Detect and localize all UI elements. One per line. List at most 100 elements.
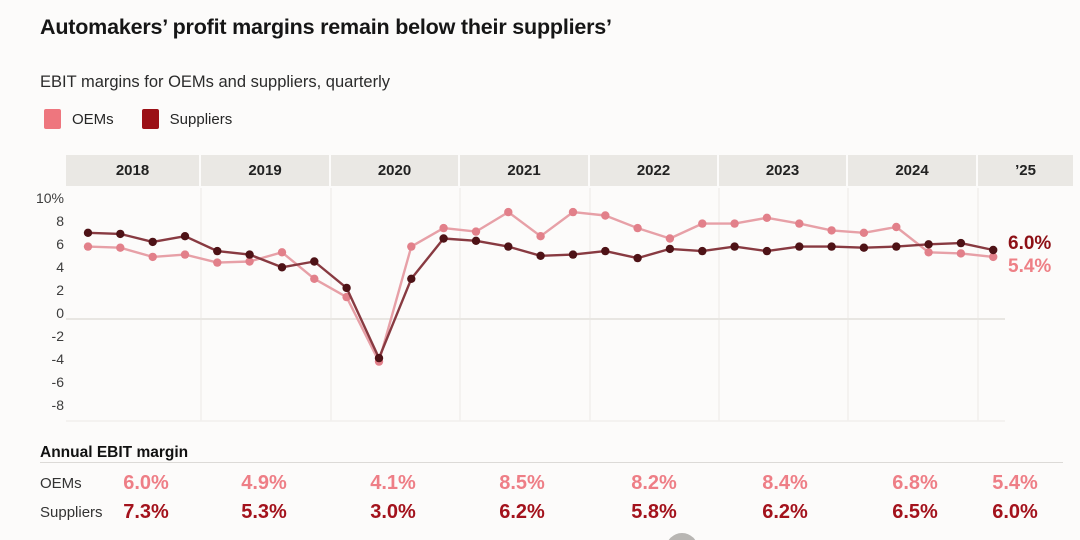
suppliers-point bbox=[633, 253, 642, 263]
suppliers-point bbox=[924, 240, 933, 249]
oems-point bbox=[730, 219, 739, 228]
year-segment-2024: 2024 bbox=[848, 155, 976, 186]
suppliers-point bbox=[827, 242, 836, 251]
annual-oems-2018: 6.0% bbox=[123, 472, 169, 494]
suppliers-point bbox=[439, 234, 448, 243]
y-tick-10: 10% bbox=[35, 190, 64, 206]
oems-point bbox=[762, 213, 772, 222]
legend-label-suppliers: Suppliers bbox=[169, 110, 233, 128]
year-axis: 2018 2019 2020 2021 2022 2023 2024 ’25 bbox=[66, 155, 1073, 186]
oems-point bbox=[924, 248, 933, 257]
y-tick-neg8: -8 bbox=[51, 397, 64, 413]
annual-suppliers-2022: 5.8% bbox=[631, 501, 677, 523]
suppliers-point bbox=[342, 283, 351, 293]
y-tick-neg2: -2 bbox=[51, 328, 64, 344]
oems-point bbox=[892, 222, 901, 232]
suppliers-point bbox=[245, 250, 254, 259]
y-tick-neg6: -6 bbox=[51, 374, 64, 390]
suppliers-point bbox=[665, 244, 675, 254]
oems-point bbox=[859, 228, 869, 237]
suppliers-point bbox=[471, 236, 481, 245]
suppliers-line bbox=[87, 231, 994, 360]
suppliers-point bbox=[859, 243, 869, 252]
suppliers-point bbox=[277, 263, 287, 272]
year-segment-2020: 2020 bbox=[331, 155, 458, 186]
suppliers-point bbox=[989, 245, 998, 255]
oems-point bbox=[827, 226, 836, 235]
oems-point bbox=[310, 274, 319, 283]
annual-oems-2022: 8.2% bbox=[631, 472, 677, 494]
suppliers-point bbox=[892, 242, 901, 251]
oems-point bbox=[148, 252, 157, 262]
suppliers-point bbox=[213, 246, 222, 256]
suppliers-point bbox=[698, 246, 707, 256]
annual-table-heading: Annual EBIT margin bbox=[40, 444, 189, 461]
suppliers-point bbox=[407, 274, 416, 283]
annual-table-divider bbox=[40, 462, 1063, 463]
oems-point bbox=[213, 258, 222, 267]
year-segment-2021: 2021 bbox=[460, 155, 588, 186]
year-segment-2025: ’25 bbox=[978, 155, 1073, 186]
suppliers-point bbox=[148, 237, 157, 247]
suppliers-point bbox=[568, 250, 578, 259]
year-segment-2022: 2022 bbox=[590, 155, 717, 186]
y-tick-neg4: -4 bbox=[51, 351, 64, 367]
annual-suppliers-2021: 6.2% bbox=[499, 501, 545, 523]
oems-point bbox=[504, 207, 513, 217]
watermark-circle bbox=[666, 533, 698, 540]
annual-suppliers-2018: 7.3% bbox=[123, 501, 169, 523]
annual-row-label-oems: OEMs bbox=[40, 475, 82, 492]
oems-point bbox=[471, 227, 481, 236]
oems-point bbox=[277, 248, 287, 257]
annual-suppliers-2025: 6.0% bbox=[992, 501, 1038, 523]
oems-point bbox=[956, 249, 966, 258]
annual-oems-2024: 6.8% bbox=[892, 472, 938, 494]
annual-suppliers-2024: 6.5% bbox=[892, 501, 938, 523]
suppliers-point bbox=[310, 257, 319, 266]
chart-subtitle: EBIT margins for OEMs and suppliers, qua… bbox=[40, 73, 390, 91]
year-segment-2019: 2019 bbox=[201, 155, 329, 186]
legend-label-oems: OEMs bbox=[72, 110, 114, 128]
suppliers-point bbox=[762, 246, 772, 256]
annual-oems-2025: 5.4% bbox=[992, 472, 1038, 494]
annual-oems-2019: 4.9% bbox=[241, 472, 287, 494]
legend-item-suppliers: Suppliers bbox=[141, 109, 233, 129]
year-segment-2023: 2023 bbox=[719, 155, 846, 186]
annual-row-label-suppliers: Suppliers bbox=[40, 504, 103, 521]
suppliers-point bbox=[504, 242, 513, 251]
oems-point bbox=[245, 257, 254, 266]
oems-point bbox=[795, 219, 804, 228]
suppliers-point bbox=[374, 353, 384, 363]
suppliers-point bbox=[536, 251, 545, 260]
oems-point bbox=[568, 207, 578, 217]
annual-oems-2020: 4.1% bbox=[370, 472, 416, 494]
annual-oems-2023: 8.4% bbox=[762, 472, 808, 494]
oems-point bbox=[536, 232, 545, 241]
y-tick-6: 6 bbox=[56, 236, 64, 252]
suppliers-swatch-icon bbox=[141, 109, 159, 129]
oems-swatch-icon bbox=[44, 109, 61, 129]
oems-point bbox=[83, 242, 93, 251]
oems-point bbox=[439, 223, 448, 233]
annual-oems-2021: 8.5% bbox=[499, 472, 545, 494]
legend-item-oems: OEMs bbox=[44, 109, 114, 129]
oems-point bbox=[601, 211, 610, 220]
oems-point bbox=[698, 219, 707, 228]
suppliers-point bbox=[116, 229, 125, 239]
annual-suppliers-2023: 6.2% bbox=[762, 501, 808, 523]
suppliers-point bbox=[83, 228, 93, 237]
annual-suppliers-2019: 5.3% bbox=[241, 501, 287, 523]
oems-point bbox=[633, 223, 642, 233]
y-tick-4: 4 bbox=[56, 259, 64, 275]
y-tick-0: 0 bbox=[56, 305, 64, 321]
oems-point bbox=[665, 234, 675, 243]
chart-title: Automakers’ profit margins remain below … bbox=[40, 15, 612, 39]
y-tick-2: 2 bbox=[56, 282, 64, 298]
suppliers-point bbox=[795, 242, 804, 251]
oems-point bbox=[116, 243, 125, 252]
oems-end-value-label: 5.4% bbox=[1008, 256, 1052, 277]
suppliers-end-value-label: 6.0% bbox=[1008, 233, 1052, 254]
suppliers-point bbox=[180, 232, 190, 241]
